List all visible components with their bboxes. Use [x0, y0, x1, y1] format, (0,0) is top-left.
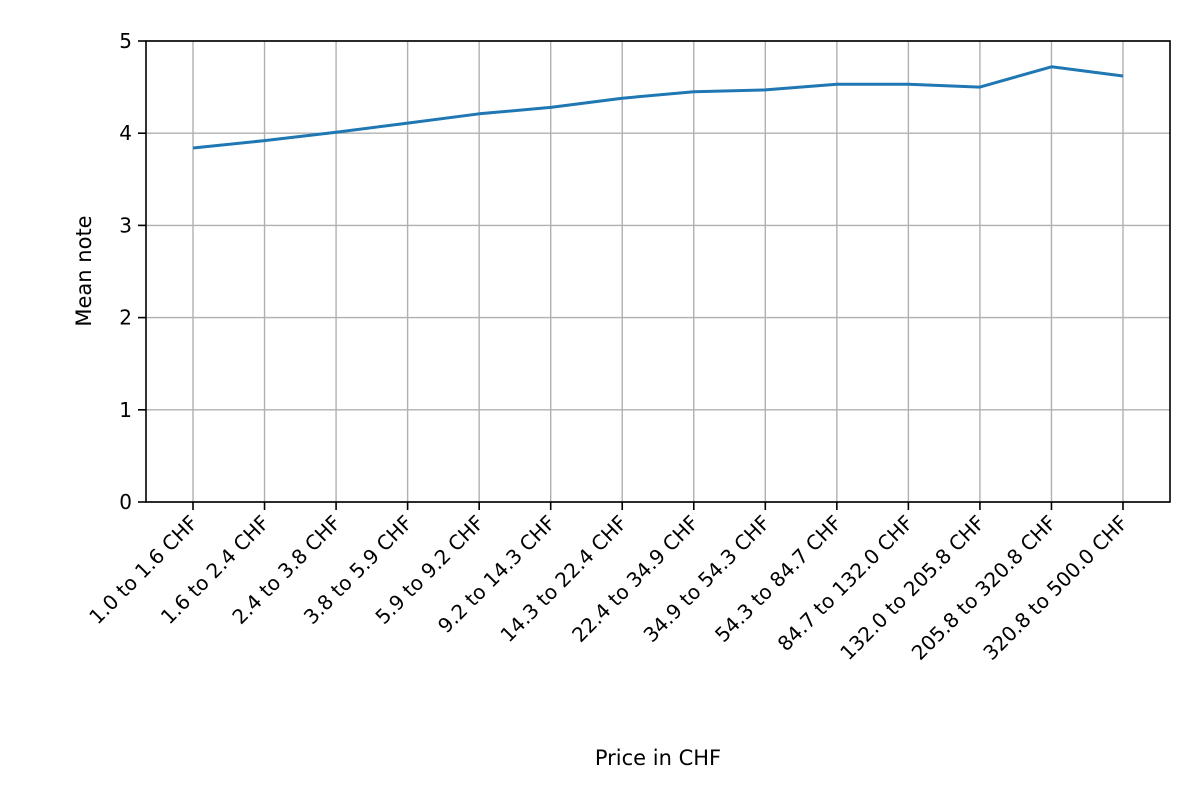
- y-axis: 0 1 2 3 4 5: [119, 29, 146, 514]
- y-axis-title: Mean note: [72, 215, 96, 326]
- x-tick-label: 320.8 to 500.0 CHF: [978, 511, 1132, 665]
- plot-frame: [145, 40, 1171, 503]
- x-tick-label: 34.9 to 54.3 CHF: [639, 511, 775, 647]
- y-tick-label: 4: [119, 121, 132, 145]
- y-tick-label: 0: [119, 490, 132, 514]
- y-tick-label: 5: [119, 29, 132, 53]
- y-tick-label: 3: [119, 213, 132, 237]
- series-layer: [192, 65, 1124, 150]
- series-line: [192, 65, 1124, 150]
- x-axis-title: Price in CHF: [595, 746, 721, 770]
- x-tick-label: 22.4 to 34.9 CHF: [567, 511, 703, 647]
- x-tick-label: 14.3 to 22.4 CHF: [495, 511, 631, 647]
- y-tick-label: 2: [119, 306, 132, 330]
- x-tick-label: 54.3 to 84.7 CHF: [710, 511, 846, 647]
- x-tick-label: 84.7 to 132.0 CHF: [773, 511, 918, 656]
- grid: [146, 40, 1170, 503]
- y-tick-label: 1: [119, 398, 132, 422]
